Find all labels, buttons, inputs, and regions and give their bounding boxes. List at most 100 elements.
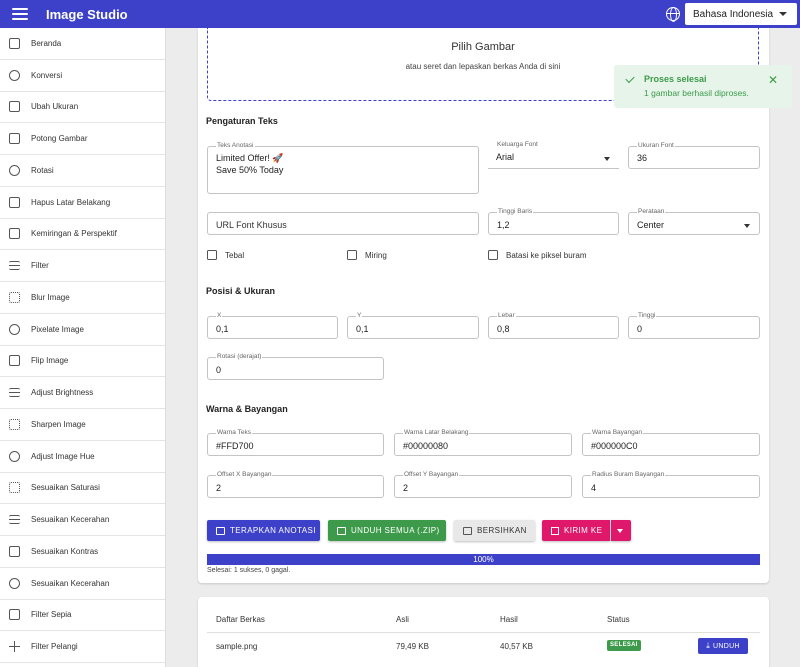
shadow-blur-field[interactable]: Radius Buram Bayangan 4 <box>582 471 760 498</box>
custom-font-url-placeholder: URL Font Khusus <box>216 220 287 230</box>
font-family-value: Arial <box>496 152 515 162</box>
x-label: X <box>216 312 223 320</box>
resize-icon <box>9 101 20 113</box>
width-field[interactable]: Lebar 0,8 <box>488 312 619 339</box>
sidebar-item-label: Sharpen Image <box>31 419 86 429</box>
alignment-label: Perataan <box>637 208 666 216</box>
sidebar-item-label: Adjust Image Hue <box>31 451 95 461</box>
height-field[interactable]: Tinggi 0 <box>628 312 760 339</box>
palette-icon <box>9 450 20 462</box>
sidebar-item[interactable]: Rotasi <box>0 155 165 187</box>
chevron-down-icon <box>744 224 750 228</box>
shadow-blur-value: 4 <box>591 483 597 493</box>
sidebar-item[interactable]: Filter Sepia <box>0 600 165 632</box>
line-height-field[interactable]: Tinggi Baris 1,2 <box>488 208 619 235</box>
sidebar-item[interactable]: Adjust Brightness <box>0 377 165 409</box>
sidebar-item-label: Ubah Ukuran <box>31 102 79 112</box>
sidebar-item[interactable]: Hapus Latar Belakang <box>0 187 165 219</box>
language-select-value: Bahasa Indonesia <box>693 8 774 20</box>
original-size-header: Asli <box>396 615 409 624</box>
sidebar-item[interactable]: Beranda <box>0 28 165 60</box>
shadow-offset-y-field[interactable]: Offset Y Bayangan 2 <box>394 471 572 498</box>
image-dropzone[interactable]: Pilih Gambar atau seret dan lepaskan ber… <box>207 28 759 101</box>
annotation-text-field[interactable]: Teks Anotasi Limited Offer! 🚀 Save 50% T… <box>207 142 479 194</box>
alignment-value: Center <box>637 220 665 230</box>
close-icon[interactable]: ✕ <box>767 73 778 87</box>
sidebar-item[interactable]: Filter Pelangi <box>0 631 165 663</box>
text-color-value: #FFD700 <box>216 441 254 451</box>
sidebar-item-label: Sesuaikan Kontras <box>31 546 99 556</box>
success-toast: Proses selesai 1 gambar berhasil diprose… <box>614 65 792 108</box>
clip-blur-checkbox[interactable]: Batasi ke piksel buram <box>488 250 586 260</box>
sidebar-item[interactable]: Sesuaikan Saturasi <box>0 473 165 505</box>
download-label: UNDUH <box>713 642 740 650</box>
app-title: Image Studio <box>46 6 128 22</box>
custom-font-url-field[interactable]: URL Font Khusus <box>207 212 479 235</box>
text-color-field[interactable]: Warna Teks #FFD700 <box>207 429 384 456</box>
sidebar-item[interactable]: Filter <box>0 250 165 282</box>
sidebar-item-label: Adjust Brightness <box>31 388 94 398</box>
sidebar-item[interactable]: Potong Gambar <box>0 123 165 155</box>
y-field[interactable]: Y 0,1 <box>347 312 479 339</box>
shadow-offset-x-field[interactable]: Offset X Bayangan 2 <box>207 471 384 498</box>
bold-checkbox[interactable]: Tebal <box>207 250 244 260</box>
alignment-select[interactable]: Perataan Center <box>628 208 760 235</box>
sidebar-item[interactable]: Sharpen Image <box>0 409 165 441</box>
send-to-dropdown-button[interactable] <box>611 520 631 541</box>
clear-button[interactable]: BERSIHKAN <box>454 520 535 541</box>
shadow-offset-y-label: Offset Y Bayangan <box>403 471 460 479</box>
download-icon: ⤓ <box>706 641 711 650</box>
font-size-label: Ukuran Font <box>637 142 675 150</box>
sidebar-item[interactable]: Pixelate Image <box>0 314 165 346</box>
sidebar-item[interactable]: Konversi <box>0 60 165 92</box>
filter-icon <box>9 261 20 271</box>
apply-annotation-label: TERAPKAN ANOTASI <box>230 526 316 535</box>
sidebar-item[interactable]: Flip Image <box>0 346 165 378</box>
plus-icon <box>9 641 20 653</box>
text-settings-heading: Pengaturan Teks <box>206 116 278 126</box>
sidebar-item[interactable]: Sesuaikan Kontras <box>0 536 165 568</box>
checkbox-icon <box>347 250 357 260</box>
chevron-down-icon <box>604 157 610 161</box>
checkbox-icon <box>207 250 217 260</box>
send-icon <box>551 526 559 535</box>
sidebar-item-label: Filter Pelangi <box>31 642 78 652</box>
language-select[interactable]: Bahasa Indonesia <box>685 3 797 25</box>
sidebar-item-label: Rotasi <box>31 165 54 175</box>
rotation-field[interactable]: Rotasi (derajat) 0 <box>207 353 384 380</box>
sidebar-item-label: Filter Sepia <box>31 610 72 620</box>
apply-annotation-button[interactable]: TERAPKAN ANOTASI <box>207 520 320 541</box>
process-summary: Selesai: 1 sukses, 0 gagal. <box>207 567 291 574</box>
sharpen-icon <box>9 418 20 430</box>
sidebar-item-label: Hapus Latar Belakang <box>31 197 111 207</box>
sidebar-item[interactable]: Sesuaikan Kecerahan <box>0 504 165 536</box>
sidebar-item-label: Sesuaikan Kecerahan <box>31 578 110 588</box>
x-field[interactable]: X 0,1 <box>207 312 338 339</box>
italic-checkbox[interactable]: Miring <box>347 250 387 260</box>
font-family-select[interactable]: Keluarga Font Arial <box>488 141 619 169</box>
toast-title: Proses selesai <box>644 74 707 84</box>
text-format-icon <box>216 526 225 535</box>
download-button[interactable]: ⤓ UNDUH <box>698 638 748 654</box>
x-value: 0,1 <box>216 324 229 334</box>
sidebar-item[interactable]: Adjust Image Hue <box>0 441 165 473</box>
rotation-label: Rotasi (derajat) <box>216 353 263 361</box>
folder-icon <box>337 526 346 535</box>
sidebar-item[interactable]: Sesuaikan Kecerahan <box>0 568 165 600</box>
sidebar-item[interactable]: Ubah Ukuran <box>0 92 165 124</box>
annotation-text-label: Teks Anotasi <box>216 142 255 150</box>
sidebar-item-label: Sesuaikan Kecerahan <box>31 515 110 525</box>
exposure-icon <box>9 577 20 589</box>
bg-color-field[interactable]: Warna Latar Belakang #00000080 <box>394 429 572 456</box>
toast-message: 1 gambar berhasil diproses. <box>644 88 749 98</box>
download-all-button[interactable]: UNDUH SEMUA (.ZIP) <box>328 520 446 541</box>
send-to-button[interactable]: KIRIM KE <box>542 520 610 541</box>
menu-icon[interactable] <box>12 8 28 20</box>
shadow-color-field[interactable]: Warna Bayangan #000000C0 <box>582 429 760 456</box>
sidebar-item[interactable]: Kemiringan & Perspektif <box>0 219 165 251</box>
blur-icon <box>9 291 20 303</box>
sidebar-item[interactable]: Blur Image <box>0 282 165 314</box>
shadow-blur-label: Radius Buram Bayangan <box>591 471 666 479</box>
text-color-label: Warna Teks <box>216 429 252 437</box>
font-size-field[interactable]: Ukuran Font 36 <box>628 142 760 169</box>
